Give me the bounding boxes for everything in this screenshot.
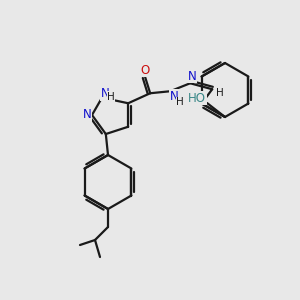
Text: H: H — [176, 97, 184, 107]
Text: O: O — [141, 64, 150, 77]
Text: N: N — [188, 70, 197, 83]
Text: N: N — [82, 109, 91, 122]
Text: N: N — [170, 90, 178, 103]
Text: H: H — [216, 88, 224, 98]
Text: H: H — [107, 92, 115, 102]
Text: N: N — [100, 87, 109, 100]
Text: HO: HO — [188, 92, 206, 104]
